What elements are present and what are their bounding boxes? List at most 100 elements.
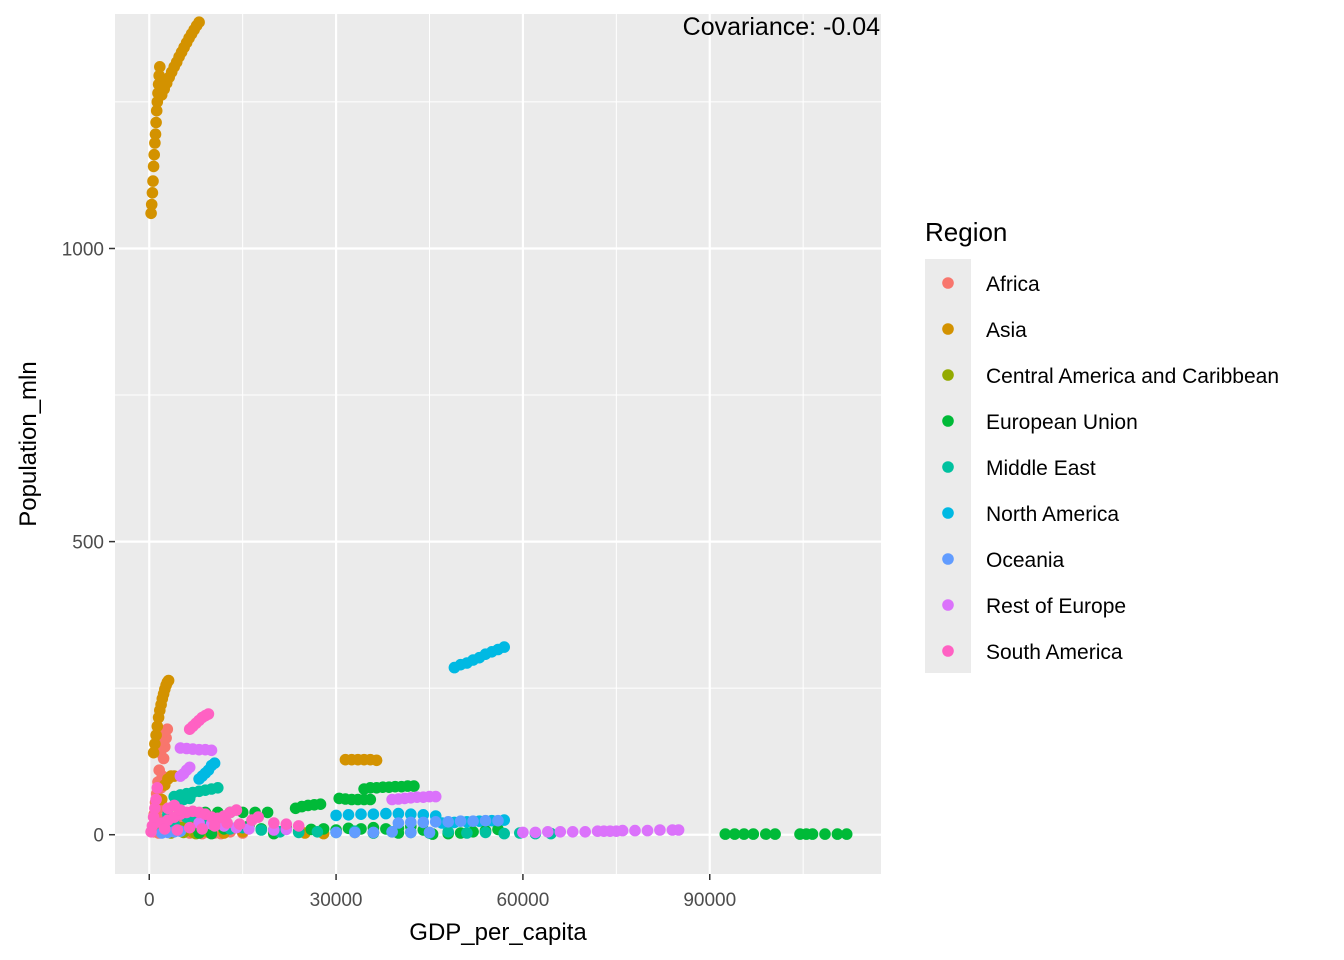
covariance-annotation: Covariance: -0.04: [683, 13, 880, 41]
data-point: [233, 818, 246, 830]
data-point: [151, 720, 164, 733]
legend-label: Rest of Europe: [986, 595, 1126, 618]
x-axis-title: GDP_per_capita: [409, 919, 587, 946]
data-point: [221, 817, 233, 829]
data-point: [145, 207, 157, 220]
data-point: [747, 828, 760, 840]
legend-item-central-america-and-caribbean: Central America and Caribbean: [942, 365, 1279, 388]
data-point: [146, 187, 159, 199]
data-point: [498, 641, 511, 653]
legend-label: South America: [986, 641, 1123, 664]
legend-item-north-america: North America: [942, 503, 1119, 526]
data-point: [429, 790, 442, 803]
data-point: [162, 674, 175, 687]
data-point: [654, 824, 666, 836]
data-point: [148, 148, 160, 161]
data-point: [149, 137, 161, 149]
data-point: [243, 823, 255, 835]
data-point: [208, 820, 221, 832]
y-tick-label: 500: [72, 533, 104, 554]
y-tick-label: 1000: [62, 239, 104, 260]
legend-title: Region: [925, 217, 1007, 247]
data-point: [150, 729, 162, 741]
data-point: [330, 826, 342, 839]
legend-key-dot: [942, 369, 954, 381]
data-point: [261, 806, 274, 819]
data-point: [641, 824, 654, 837]
legend-key-dot: [942, 277, 954, 289]
data-point: [151, 782, 164, 794]
data-point: [147, 746, 160, 759]
data-point: [461, 827, 473, 839]
data-point: [268, 817, 280, 829]
data-point: [417, 816, 430, 829]
x-tick-label: 60000: [496, 890, 549, 911]
legend-item-middle-east: Middle East: [942, 457, 1096, 480]
data-point: [154, 61, 166, 73]
legend-label: Oceania: [986, 549, 1065, 572]
x-axis-tick-labels: 0 30000 60000 90000: [144, 890, 736, 911]
data-point: [616, 824, 629, 837]
data-point: [672, 824, 685, 836]
data-point: [255, 824, 268, 836]
legend-label: Asia: [986, 319, 1027, 342]
data-point: [193, 16, 205, 29]
data-point: [364, 793, 377, 806]
legend-item-european-union: European Union: [942, 411, 1138, 434]
data-point: [492, 814, 504, 827]
x-tick-label: 30000: [310, 890, 363, 911]
data-point: [230, 804, 243, 816]
data-point: [566, 826, 579, 838]
data-point: [149, 802, 161, 815]
data-point: [719, 828, 732, 840]
data-point: [196, 823, 208, 835]
data-point: [405, 826, 417, 839]
data-point: [738, 828, 750, 840]
legend-item-south-america: South America: [942, 641, 1123, 664]
data-point: [147, 175, 159, 187]
data-point: [367, 808, 380, 820]
series-north-america: [193, 641, 511, 829]
data-point: [467, 815, 479, 827]
data-point: [145, 198, 158, 211]
legend-item-asia: Asia: [942, 319, 1027, 342]
data-point: [380, 807, 392, 820]
data-point: [342, 809, 355, 821]
data-point: [314, 798, 327, 810]
legend-label: North America: [986, 503, 1119, 526]
data-point: [831, 828, 844, 840]
data-point: [408, 780, 420, 792]
legend-label: Africa: [986, 273, 1040, 296]
data-point: [370, 754, 383, 767]
legend-item-oceania: Oceania: [942, 549, 1065, 572]
legend-item-africa: Africa: [942, 273, 1040, 296]
data-point: [208, 757, 221, 769]
legend-key-dot: [942, 415, 954, 427]
legend-key-dot: [942, 323, 954, 335]
data-point: [149, 128, 162, 140]
legend-label: European Union: [986, 411, 1138, 434]
axis-ticks: [109, 247, 711, 880]
data-point: [423, 826, 436, 839]
data-point: [183, 821, 196, 834]
legend-items: Africa Asia Central America and Caribbean E…: [942, 273, 1279, 664]
data-point: [442, 826, 455, 838]
data-point: [212, 782, 224, 794]
y-axis-title: Population_mln: [15, 361, 42, 526]
legend-label: Central America and Caribbean: [986, 365, 1279, 388]
data-point: [174, 804, 187, 816]
data-point: [405, 808, 417, 820]
data-point: [150, 793, 162, 806]
data-point: [153, 764, 165, 776]
x-tick-label: 90000: [683, 890, 736, 911]
data-point: [517, 826, 529, 839]
data-point: [454, 815, 467, 827]
data-point: [367, 826, 380, 839]
data-point: [479, 826, 492, 839]
data-point: [840, 828, 853, 840]
legend-key-dot: [942, 553, 954, 565]
minor-gridlines: [115, 14, 881, 874]
data-point: [159, 823, 171, 835]
series-south-america: [145, 708, 305, 838]
data-point: [442, 816, 455, 828]
